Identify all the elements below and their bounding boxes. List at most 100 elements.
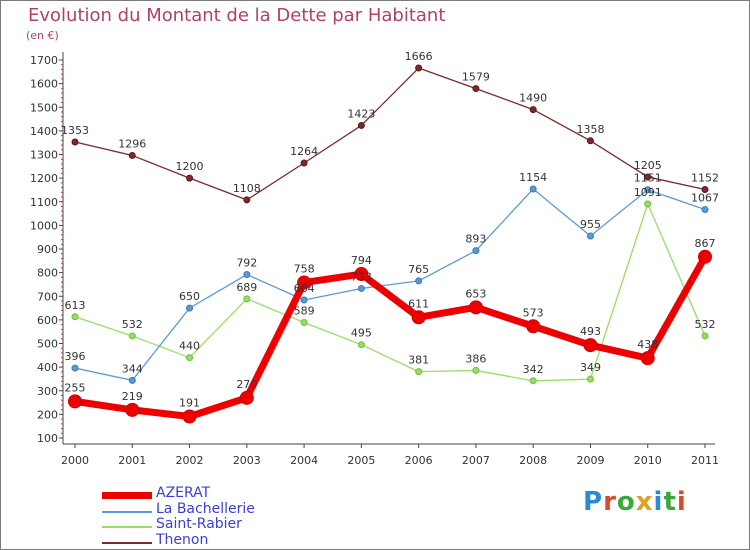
data-label-azerat: 611 (408, 297, 429, 310)
y-minor-tick (61, 220, 63, 222)
data-labels-layer: 1353 1296 1200 1108 1264 1423 1666 1579 1490 1358… (61, 50, 719, 409)
x-tick-label: 2008 (519, 454, 547, 467)
data-point-la-bachellerie (300, 296, 308, 304)
data-point-saint-rabier (357, 341, 365, 349)
y-minor-tick (61, 399, 63, 401)
x-tick-label: 2002 (176, 454, 204, 467)
y-minor-tick (61, 361, 63, 363)
y-minor-tick (61, 428, 63, 430)
data-point-thenon (128, 151, 136, 159)
data-point-saint-rabier (644, 200, 652, 208)
y-minor-tick (61, 120, 63, 122)
data-point-azerat (297, 275, 312, 290)
data-point-azerat (68, 394, 82, 409)
data-label-azerat: 573 (523, 306, 544, 319)
data-label-saint-rabier: 349 (580, 361, 601, 374)
y-minor-tick (61, 196, 63, 198)
y-minor-tick (61, 78, 63, 80)
data-point-saint-rabier (415, 368, 423, 376)
y-minor-tick (61, 253, 63, 255)
legend-swatch (102, 492, 152, 499)
data-point-la-bachellerie (472, 247, 480, 255)
y-tick-label: 400 (37, 361, 58, 374)
y-minor-tick (61, 97, 63, 99)
data-label-thenon: 1205 (634, 159, 662, 172)
y-tick-label: 1600 (30, 78, 58, 91)
y-minor-tick (61, 111, 63, 113)
y-minor-tick (61, 239, 63, 241)
y-minor-tick (61, 215, 63, 217)
legend-swatch (102, 510, 152, 513)
data-point-thenon (300, 159, 308, 167)
data-label-la-bachellerie: 792 (236, 257, 257, 270)
data-point-thenon (186, 174, 194, 182)
y-minor-tick (61, 125, 63, 127)
data-point-la-bachellerie (644, 186, 652, 194)
legend-label: AZERAT (156, 485, 211, 501)
data-label-thenon: 1264 (290, 145, 318, 158)
y-minor-tick (61, 191, 63, 193)
y-minor-tick (61, 376, 63, 378)
data-point-thenon (415, 64, 423, 72)
data-point-azerat (468, 300, 483, 315)
y-minor-tick (61, 333, 63, 335)
y-minor-tick (61, 262, 63, 264)
data-label-thenon: 1296 (118, 137, 146, 150)
data-point-azerat (698, 249, 712, 264)
data-point-thenon (701, 185, 709, 193)
data-point-azerat (526, 319, 541, 334)
y-minor-tick (61, 87, 63, 89)
data-label-thenon: 1423 (347, 107, 375, 120)
y-minor-tick (61, 357, 63, 359)
data-label-la-bachellerie: 1154 (519, 171, 547, 184)
y-minor-tick (61, 300, 63, 302)
data-point-la-bachellerie (186, 304, 194, 312)
y-minor-tick (61, 163, 63, 165)
data-label-thenon: 1152 (691, 171, 719, 184)
data-label-la-bachellerie: 733 (351, 270, 372, 283)
logo-letter: i (676, 487, 687, 517)
data-label-saint-rabier: 495 (351, 327, 372, 340)
logo-letter: t (663, 487, 677, 517)
data-label-la-bachellerie: 1151 (634, 172, 662, 185)
y-minor-tick (61, 210, 63, 212)
data-label-saint-rabier: 381 (408, 354, 429, 367)
y-minor-tick (61, 182, 63, 184)
logo-letter: x (635, 487, 654, 517)
data-point-thenon (472, 85, 480, 93)
data-point-la-bachellerie (128, 376, 136, 384)
y-minor-tick (61, 205, 63, 207)
data-label-thenon: 1666 (405, 50, 433, 63)
y-minor-tick (61, 229, 63, 231)
y-minor-tick (61, 324, 63, 326)
data-label-saint-rabier: 386 (465, 352, 486, 365)
y-tick-label: 1700 (30, 54, 58, 67)
x-tick-label: 2003 (233, 454, 261, 467)
data-label-la-bachellerie: 893 (465, 233, 486, 246)
data-label-la-bachellerie: 955 (580, 218, 601, 231)
data-label-azerat: 191 (179, 397, 200, 410)
y-minor-tick (61, 149, 63, 151)
data-label-thenon: 1353 (61, 124, 89, 137)
y-minor-tick (61, 385, 63, 387)
y-minor-tick (61, 276, 63, 278)
data-point-la-bachellerie (71, 364, 79, 372)
x-tick-label: 2004 (290, 454, 318, 467)
y-minor-tick (61, 305, 63, 307)
data-label-saint-rabier: 613 (65, 299, 86, 312)
data-label-saint-rabier: 589 (294, 304, 315, 317)
data-point-saint-rabier (300, 318, 308, 326)
y-minor-tick (61, 314, 63, 316)
y-minor-tick (61, 68, 63, 70)
y-minor-tick (61, 371, 63, 373)
x-tick-label: 2009 (576, 454, 604, 467)
x-tick-label: 2011 (691, 454, 719, 467)
data-label-saint-rabier: 532 (695, 318, 716, 331)
data-point-thenon (586, 137, 594, 145)
y-minor-tick (61, 423, 63, 425)
data-label-azerat: 758 (294, 263, 315, 276)
data-point-saint-rabier (472, 366, 480, 374)
data-point-azerat (182, 409, 197, 424)
proxiti-logo: Proxiti (583, 487, 687, 517)
